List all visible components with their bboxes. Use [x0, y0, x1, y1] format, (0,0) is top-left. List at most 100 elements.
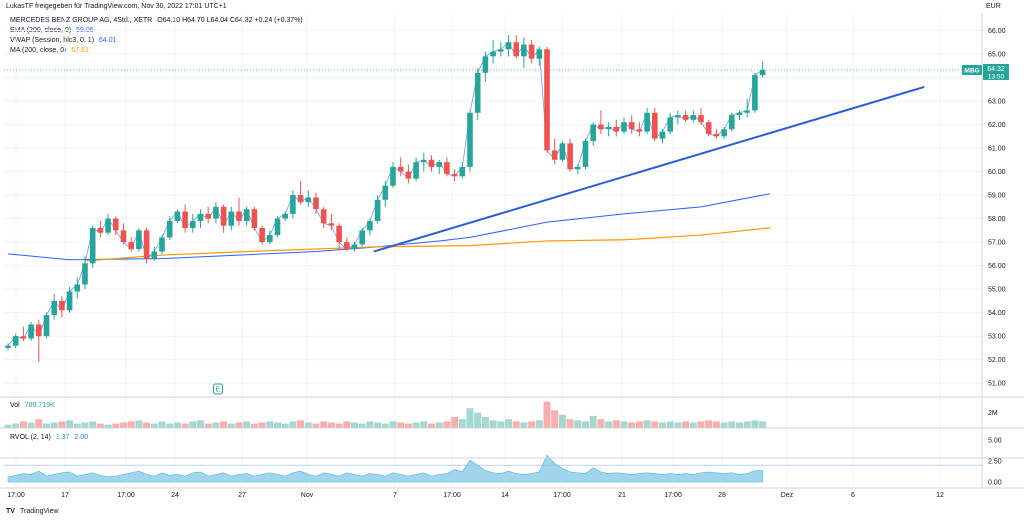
candle-body: [89, 228, 96, 264]
volume-bar: [574, 420, 582, 428]
price-tick-label: 60.00: [988, 169, 1006, 176]
candle-body: [220, 206, 227, 226]
candle-body: [713, 133, 720, 137]
candle-body: [159, 237, 165, 252]
volume-bar: [420, 421, 428, 428]
volume-bar: [173, 422, 181, 428]
tradingview-brand[interactable]: TradingView: [20, 508, 59, 515]
candle-body: [744, 110, 750, 113]
volume-bar: [166, 423, 174, 428]
candle-body: [567, 143, 573, 170]
volume-bar: [458, 419, 466, 428]
volume-label: Vol: [10, 402, 20, 409]
time-tick-label: 17: [61, 492, 69, 499]
rvol-value-2: 2.00: [74, 434, 89, 441]
rvol-area: [4, 454, 982, 483]
volume-bar: [212, 422, 220, 428]
volume-tick-label: 2M: [988, 410, 998, 417]
volume-bar: [635, 421, 643, 428]
volume-bar: [404, 423, 412, 428]
symbol-row[interactable]: MERCEDES BENZ GROUP AG, 4Std., XETR O64.…: [10, 16, 303, 26]
vwap-label: VWAP (Session, hlc3, 0, 1): [10, 37, 95, 44]
candle-body: [390, 166, 396, 186]
time-tick-label: 21: [618, 492, 626, 499]
volume-bar: [235, 422, 243, 428]
candle-body: [36, 324, 42, 337]
volume-bar: [566, 419, 574, 428]
candle-body: [113, 218, 119, 231]
volume-bar: [204, 423, 212, 428]
volume-bar: [58, 421, 66, 428]
price-tick-label: 56.00: [988, 263, 1006, 270]
candle-body: [12, 336, 19, 346]
volume-bar: [512, 421, 520, 428]
volume-bar: [528, 421, 536, 428]
price-tick-label: 54.00: [988, 310, 1006, 317]
candle-body: [444, 162, 450, 174]
earnings-marker: E: [216, 387, 221, 394]
volume-bar: [143, 422, 151, 428]
volume-bar: [412, 422, 420, 428]
candle-body: [251, 209, 258, 229]
candle-body: [66, 291, 73, 311]
candle-body: [336, 225, 342, 243]
time-tick-label: 7: [393, 492, 397, 499]
candle-body: [259, 228, 265, 243]
candle-body: [652, 112, 658, 139]
chart-title: LukasTF freigegeben für TradingView.com,…: [6, 3, 227, 10]
time-tick-label: Nov: [301, 492, 314, 499]
volume-bar: [327, 422, 335, 428]
rvol-tick-label: 0.00: [988, 480, 1002, 487]
volume-bar: [19, 421, 27, 428]
price-tick-label: 66.00: [988, 28, 1006, 35]
volume-bar: [351, 422, 358, 428]
candle-body: [190, 220, 196, 229]
volume-legend[interactable]: Vol 789.719K: [10, 402, 55, 409]
candle-body: [628, 122, 635, 130]
volume-bar: [258, 422, 266, 428]
volume-bar: [66, 420, 74, 428]
volume-bar: [320, 421, 328, 428]
rvol-legend[interactable]: RVOL (2, 14) 1.37 2.00: [10, 434, 88, 441]
candle-body: [582, 141, 589, 167]
volume-bar: [697, 421, 705, 428]
currency-label: EUR: [986, 3, 1001, 10]
price-tick-label: 51.00: [988, 381, 1006, 388]
candle-body: [451, 173, 458, 177]
volume-bar: [343, 421, 351, 428]
ma-value: 57.61: [71, 47, 89, 54]
candle-body: [705, 122, 712, 134]
time-tick-label: 27: [238, 492, 246, 499]
candle-body: [752, 75, 758, 111]
volume-bar: [674, 422, 682, 428]
vwap-legend-row[interactable]: VWAP (Session, hlc3, 0, 1) 64.01: [10, 36, 303, 46]
candle-body: [166, 220, 173, 238]
candle-body: [667, 117, 673, 132]
tradingview-logo-icon[interactable]: TV: [6, 508, 15, 515]
volume-bar: [728, 421, 736, 428]
candle-body: [143, 230, 150, 259]
volume-bar: [304, 422, 312, 428]
ma-legend-row[interactable]: MA (200, close, 0) 57.61: [10, 46, 303, 56]
rvol-tick-label: 2.50: [988, 459, 1002, 466]
earnings-marker-box: [213, 383, 223, 395]
candle-body: [736, 112, 743, 116]
time-tick-label: 17:00: [443, 492, 461, 499]
candle-body: [698, 115, 704, 123]
volume-bar: [751, 420, 759, 428]
candle-body: [421, 159, 427, 163]
candle-body: [320, 209, 327, 224]
candle-body: [128, 242, 134, 250]
volume-bar: [435, 422, 443, 428]
candle-body: [598, 124, 604, 130]
volume-bar: [12, 423, 20, 428]
price-chart[interactable]: 51.00 52.00 53.00 54.00 55.00 56.00 57.00 58.00…: [0, 0, 1024, 504]
symbol-name: MERCEDES BENZ GROUP AG, 4Std., XETR: [10, 17, 153, 24]
candle-body: [105, 218, 111, 233]
candle-body: [5, 345, 11, 348]
volume-bar: [358, 423, 366, 428]
volume-bar: [197, 420, 204, 428]
volume-bar: [266, 421, 274, 428]
volume-bar: [120, 422, 127, 428]
symbol-tag: MBG: [964, 67, 979, 74]
